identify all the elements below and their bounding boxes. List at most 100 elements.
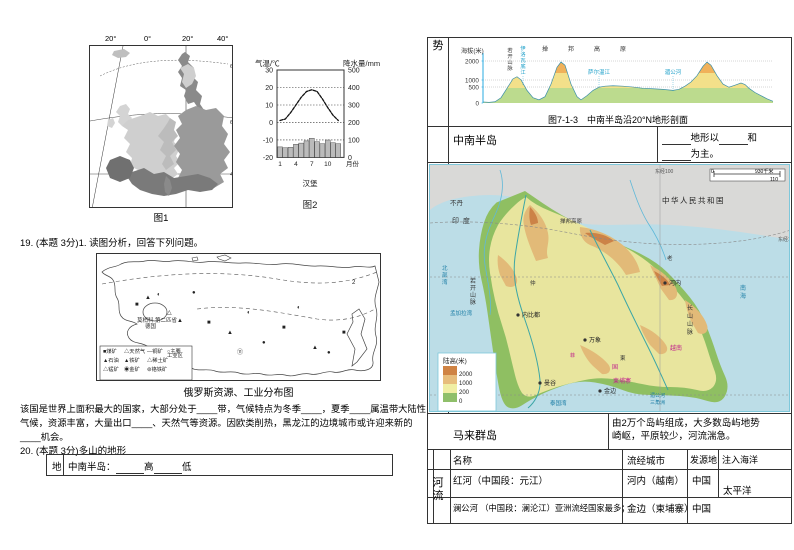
svg-text:三角洲: 三角洲 [650, 399, 665, 406]
svg-text:邦: 邦 [568, 45, 574, 53]
svg-text:▲: ▲ [312, 345, 318, 351]
svg-text:海: 海 [740, 292, 746, 300]
svg-text:⊚铬铁矿: ⊚铬铁矿 [147, 365, 168, 373]
svg-text:莫梢科 第二匹省: 莫梢科 第二匹省 [137, 316, 178, 324]
svg-text:10: 10 [324, 161, 332, 168]
svg-text:●: ● [192, 290, 196, 296]
svg-text:泰国湾: 泰国湾 [550, 399, 567, 407]
svg-text:10: 10 [265, 103, 273, 110]
svg-text:北: 北 [442, 264, 448, 272]
svg-text:印 度: 印 度 [452, 216, 470, 225]
svg-text:-10: -10 [263, 138, 273, 145]
svg-text:山: 山 [687, 320, 693, 328]
svg-text:脉: 脉 [470, 298, 476, 306]
svg-text:▲: ▲ [145, 295, 151, 301]
svg-text:湾: 湾 [442, 278, 448, 286]
svg-text:2000: 2000 [465, 59, 479, 66]
svg-text:柬: 柬 [620, 355, 626, 362]
svg-text:▲: ▲ [227, 330, 233, 336]
svg-text:江: 江 [520, 69, 526, 76]
svg-text:300: 300 [348, 103, 360, 110]
svg-text:海拔(米): 海拔(米) [461, 47, 484, 55]
svg-text:若: 若 [507, 46, 513, 54]
svg-text:2: 2 [352, 280, 356, 286]
svg-text:400: 400 [348, 85, 360, 92]
svg-text:—铜矿: —铜矿 [147, 347, 164, 355]
svg-text:开: 开 [470, 285, 476, 292]
svg-text:德国: 德国 [145, 322, 157, 330]
svg-text:湄公河: 湄公河 [665, 68, 682, 76]
svg-text:▲: ▲ [177, 318, 183, 324]
svg-text:越南: 越南 [670, 344, 682, 352]
svg-text:仲: 仲 [530, 279, 536, 287]
svg-text:1000: 1000 [459, 381, 473, 387]
svg-text:高: 高 [594, 45, 600, 53]
svg-text:图2: 图2 [303, 200, 318, 211]
svg-text:100: 100 [348, 138, 360, 145]
svg-text:1000: 1000 [465, 78, 479, 85]
svg-text:万象: 万象 [589, 336, 601, 344]
svg-text:▲铁矿: ▲铁矿 [124, 356, 141, 364]
svg-text:脉: 脉 [687, 328, 693, 336]
svg-text:工业区: 工业区 [167, 351, 184, 359]
svg-text:老: 老 [667, 254, 673, 262]
svg-text:■煤矿: ■煤矿 [103, 347, 117, 355]
svg-text:500: 500 [348, 68, 360, 75]
svg-text:汉堡: 汉堡 [303, 178, 318, 188]
svg-text:■: ■ [282, 325, 286, 331]
svg-text:降水量/mm: 降水量/mm [343, 58, 380, 68]
svg-text:1: 1 [278, 161, 282, 168]
svg-text:不丹: 不丹 [450, 199, 464, 207]
svg-text:110: 110 [770, 177, 778, 183]
svg-text:山: 山 [507, 58, 512, 66]
svg-text:◉金矿: ◉金矿 [124, 365, 141, 373]
svg-text:30: 30 [265, 68, 273, 75]
svg-text:瓦: 瓦 [520, 57, 526, 64]
svg-text:东经100: 东经100 [655, 168, 674, 175]
svg-text:河内: 河内 [669, 279, 681, 287]
svg-text:▲石油: ▲石油 [103, 356, 119, 364]
svg-text:●: ● [262, 340, 266, 346]
svg-text:△天然气: △天然气 [124, 347, 146, 355]
svg-text:4: 4 [294, 161, 298, 168]
svg-text:气温/℃: 气温/℃ [255, 58, 280, 68]
svg-text:伊: 伊 [520, 44, 526, 52]
svg-text:△稀土矿: △稀土矿 [147, 356, 169, 364]
svg-text:国: 国 [612, 364, 618, 371]
svg-text:月份: 月份 [346, 159, 360, 168]
svg-text:内比都: 内比都 [522, 311, 540, 319]
svg-text:湄公河: 湄公河 [650, 392, 665, 399]
svg-text:-20: -20 [263, 155, 273, 162]
svg-text:萨尔温江: 萨尔温江 [588, 68, 611, 76]
svg-text:40°: 40° [230, 172, 233, 178]
svg-text:7: 7 [310, 161, 314, 168]
svg-text:柬埔寨: 柬埔寨 [613, 377, 631, 385]
svg-text:若: 若 [470, 277, 476, 285]
svg-text:20: 20 [265, 85, 273, 92]
svg-text:■: ■ [207, 320, 211, 326]
svg-text:0: 0 [476, 101, 480, 108]
svg-text:开: 开 [507, 53, 513, 60]
svg-text:部: 部 [442, 271, 448, 279]
svg-text:■: ■ [135, 302, 139, 308]
svg-text:60°: 60° [230, 120, 233, 126]
svg-text:原: 原 [620, 46, 626, 53]
svg-text:△: △ [167, 310, 172, 316]
svg-text:孟加拉湾: 孟加拉湾 [450, 309, 473, 317]
svg-text:洛: 洛 [520, 50, 526, 58]
svg-text:500: 500 [469, 85, 480, 92]
svg-text:山: 山 [470, 291, 476, 299]
svg-text:金边: 金边 [604, 387, 616, 395]
svg-text:◐: ◐ [247, 310, 251, 316]
svg-text:南: 南 [740, 284, 746, 292]
svg-text:◐: ◐ [157, 292, 161, 298]
svg-text:200: 200 [459, 390, 470, 396]
svg-text:⑪: ⑪ [237, 348, 243, 356]
svg-text:2000: 2000 [459, 372, 473, 378]
svg-text:中华人民共和国: 中华人民共和国 [662, 195, 725, 205]
svg-text:长: 长 [687, 304, 693, 312]
svg-text:△锰矿: △锰矿 [103, 365, 120, 373]
svg-text:930千米: 930千米 [755, 168, 773, 175]
svg-text:菲: 菲 [570, 352, 575, 359]
svg-text:底: 底 [520, 62, 526, 70]
